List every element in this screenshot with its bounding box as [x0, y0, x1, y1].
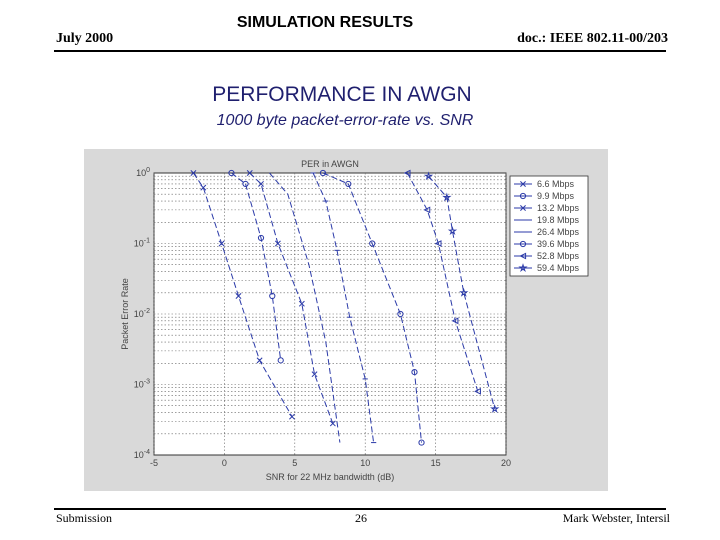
- legend-marker-7: [518, 263, 528, 272]
- x-tick-label-2: 5: [292, 458, 297, 468]
- slide-title: PERFORMANCE IN AWGN: [212, 83, 472, 106]
- header-date: July 2000: [56, 31, 114, 46]
- legend: 6.6 Mbps 9.9 Mbps 13.2 Mbps 19.8 Mbps 26.4 M…: [509, 175, 589, 277]
- x-tick-label-5: 20: [501, 458, 511, 468]
- legend-marker-0: [520, 181, 526, 187]
- series-6-point-2: [434, 240, 442, 247]
- series-6-point-0: [403, 169, 411, 177]
- legend-entry-7: 59.4 Mbps: [537, 263, 580, 273]
- series-5-point-5: [418, 439, 425, 446]
- x-tick-label-1: 0: [222, 458, 227, 468]
- x-axis-label: SNR for 22 MHz bandwidth (dB): [266, 472, 395, 482]
- series-0-point-2: [218, 240, 225, 247]
- series-line-3: [269, 172, 341, 443]
- series-1-point-3: [269, 292, 276, 300]
- series-2-point-4: [311, 371, 318, 378]
- legend-marker-1: [519, 192, 527, 200]
- series-1-point-0: [228, 169, 235, 177]
- series-2-point-0: [246, 170, 253, 176]
- y-tick-label-4: 10-4: [134, 449, 150, 460]
- series-0-point-5: [289, 413, 295, 420]
- legend-entry-0: 6.6 Mbps: [537, 179, 575, 189]
- series-7-point-1: [442, 192, 452, 202]
- y-tick-label-1: 10-1: [134, 238, 150, 249]
- series-0-point-4: [256, 357, 263, 364]
- axis-ticks: -5 0 5 10 15 20 100 10-1 10-2 10-3 10-4: [134, 167, 511, 468]
- series-1-point-4: [277, 357, 284, 364]
- series-line-7: [428, 175, 496, 410]
- series-6-point-3: [451, 317, 459, 325]
- footer-rule: [54, 508, 666, 510]
- series-2-point-3: [298, 300, 305, 307]
- x-tick-label-4: 15: [431, 458, 441, 468]
- legend-marker-5: [519, 240, 527, 248]
- series-1-point-1: [242, 180, 249, 188]
- series-0-point-0: [190, 170, 197, 176]
- series-0-point-1: [200, 184, 207, 191]
- y-tick-label-2: 10-2: [134, 308, 150, 319]
- series-5-point-2: [369, 240, 376, 247]
- y-tick-label-3: 10-3: [134, 379, 150, 390]
- legend-entry-4: 26.4 Mbps: [537, 227, 580, 237]
- header-title: SIMULATION RESULTS: [236, 14, 414, 31]
- slide-subtitle: 1000 byte packet-error-rate vs. SNR: [216, 112, 474, 129]
- footer-submission: Submission: [56, 511, 113, 525]
- footer-author: Mark Webster, Intersil: [562, 511, 670, 525]
- header-doc-id: doc.: IEEE 802.11-00/203: [517, 31, 668, 46]
- series-line-5: [322, 172, 422, 443]
- series-7-point-0: [423, 171, 434, 181]
- series-0-point-3: [235, 293, 242, 299]
- series-6-point-4: [474, 387, 481, 395]
- legend-entry-2: 13.2 Mbps: [537, 203, 580, 213]
- series-5-point-0: [319, 169, 327, 177]
- series-7-point-4: [490, 404, 500, 413]
- header-rule: [54, 50, 666, 52]
- series-5-point-4: [411, 368, 418, 376]
- series-2-point-5: [329, 420, 336, 427]
- y-tick-label-0: 100: [136, 167, 150, 178]
- series-1-point-2: [257, 234, 265, 242]
- series-5-point-3: [397, 310, 404, 318]
- series-6-point-1: [423, 206, 431, 214]
- x-tick-label-3: 10: [360, 458, 370, 468]
- series-line-6: [406, 172, 479, 392]
- grid: [153, 173, 507, 455]
- legend-marker-2: [520, 205, 526, 211]
- legend-entry-6: 52.8 Mbps: [537, 251, 580, 261]
- series-2-point-2: [274, 240, 281, 247]
- legend-entry-5: 39.6 Mbps: [537, 239, 580, 249]
- legend-marker-6: [519, 252, 527, 260]
- chart-title: PER in AWGN: [301, 159, 359, 169]
- footer-page-number: 26: [355, 511, 367, 525]
- series-5-point-1: [345, 180, 352, 188]
- series-2-point-1: [258, 180, 264, 187]
- x-tick-label-0: -5: [150, 458, 158, 468]
- series-7-point-3: [459, 287, 469, 297]
- series-line-1: [231, 172, 282, 361]
- legend-box: [509, 175, 589, 277]
- series-layer: [190, 169, 500, 446]
- legend-entry-1: 9.9 Mbps: [537, 191, 575, 201]
- series-line-0: [192, 172, 293, 417]
- y-axis-label: Packet Error Rate: [120, 278, 130, 350]
- series-7-point-2: [447, 226, 458, 236]
- legend-entry-3: 19.8 Mbps: [537, 215, 580, 225]
